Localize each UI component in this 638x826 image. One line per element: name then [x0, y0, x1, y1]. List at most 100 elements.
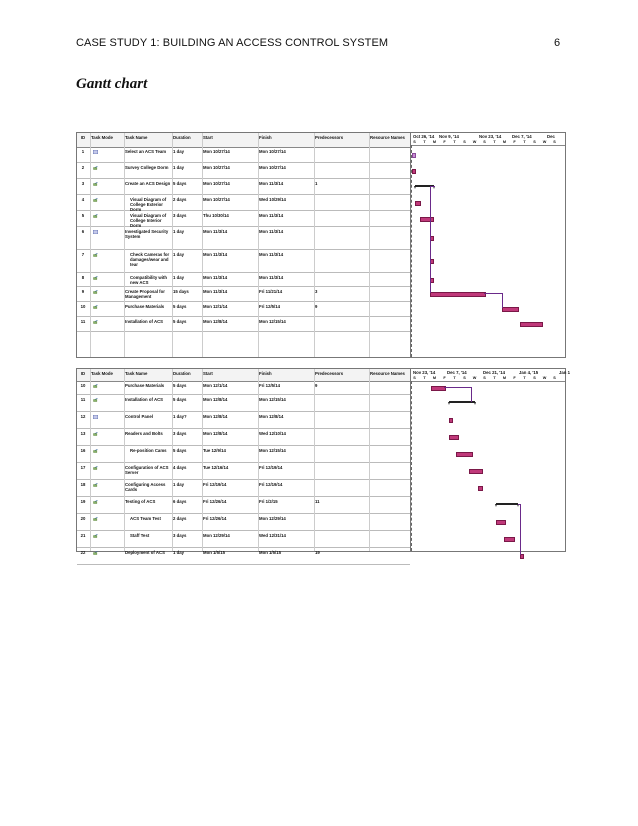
task-predecessors: 11: [315, 499, 320, 504]
task-bar[interactable]: [431, 386, 446, 391]
timeline-day-label: S: [483, 376, 486, 380]
task-bar[interactable]: [415, 201, 421, 206]
timeline-day-label: F: [513, 140, 516, 144]
column-divider: [314, 369, 315, 551]
column-header-start: Start: [203, 135, 213, 140]
timeline-week-label: Nov 23, '14: [479, 134, 502, 139]
task-start: Mon 10/27/14: [203, 149, 230, 154]
timeline-day-label: F: [513, 376, 516, 380]
timeline-day-label: M: [432, 140, 437, 144]
table-row: 9 Create Proposal for Management 15 days Mo…: [77, 287, 410, 302]
task-predecessors: 1: [315, 181, 318, 186]
task-duration: 15 days: [173, 289, 189, 294]
task-id: 19: [80, 499, 86, 504]
task-bar[interactable]: [520, 322, 543, 327]
task-start: Mon 12/8/14: [203, 319, 228, 324]
task-bar[interactable]: [430, 292, 486, 297]
task-name: Compatibility with new ACS: [130, 275, 167, 286]
task-bar[interactable]: [449, 435, 459, 440]
task-predecessors: [315, 480, 369, 482]
task-bar[interactable]: [469, 469, 483, 474]
task-id: 3: [81, 181, 85, 186]
task-bar[interactable]: [520, 554, 524, 559]
task-start: Mon 10/27/14: [203, 197, 230, 202]
timeline-week-label: Jan 4, '15: [519, 370, 539, 375]
table-row: 20 ACS Team Test 2 days Fri 12/26/14 Mon 12/…: [77, 514, 410, 531]
task-finish: Fri 12/19/14: [259, 465, 283, 470]
task-bar[interactable]: [502, 307, 519, 312]
timeline-weeks: Oct 26, '14 Nov 9, '14 Nov 23, '14 Dec 7, '…: [411, 133, 565, 139]
column-divider: [90, 133, 91, 357]
task-predecessors: [315, 211, 369, 213]
task-id: 20: [80, 516, 86, 521]
task-predecessors: [315, 514, 369, 516]
task-bar[interactable]: [412, 153, 416, 158]
task-bar[interactable]: [496, 520, 506, 525]
table-row: 21 Staff Test 3 days Mon 12/29/14 Wed 12/31/…: [77, 531, 410, 548]
task-id: 8: [81, 275, 85, 280]
timeline-week-label: Dec 7, '14: [512, 134, 532, 139]
task-start: Thu 10/30/14: [203, 213, 229, 218]
task-start: Mon 1/5/15: [203, 550, 225, 555]
task-duration: 5 days: [173, 448, 187, 453]
task-id: 5: [81, 213, 85, 218]
timeline-day-label: T: [423, 140, 426, 144]
timeline-day-label: S: [463, 376, 466, 380]
task-id: 4: [81, 197, 85, 202]
column-header-resources: Resource Names: [370, 135, 405, 140]
timeline-week-label: Nov 23, '14: [413, 370, 436, 375]
table-row: 22 Deployment of ACS 1 day Mon 1/5/15 Mon 1/…: [77, 548, 410, 565]
task-duration: 1 day: [173, 482, 184, 487]
column-header-name: Task Name: [125, 135, 148, 140]
timeline-day-label: S: [463, 140, 466, 144]
pin-icon: [93, 150, 98, 154]
auto-task-icon: [93, 534, 98, 538]
task-bar[interactable]: [412, 169, 416, 174]
table-row: 8 Compatibility with new ACS 1 day Mon 11/3…: [77, 273, 410, 287]
table-row: 3 Create an ACS Design 5 days Mon 10/27/14 M…: [77, 179, 410, 195]
table-row: 5 Visual Diagram of College Interior Dorm…: [77, 211, 410, 229]
task-bar[interactable]: [449, 418, 453, 423]
table-row: 13 Readers and Bolts 3 days Mon 12/8/14 Wed …: [77, 429, 410, 446]
dependency-link: [444, 387, 472, 402]
task-name: Purchase Materials: [125, 383, 165, 388]
task-id: 1: [81, 149, 85, 154]
task-bar[interactable]: [478, 486, 483, 491]
task-duration: 5 days: [173, 397, 187, 402]
task-name: Investigated Security System: [125, 229, 169, 240]
task-duration: 1 day: [173, 165, 184, 170]
summary-bar[interactable]: [414, 185, 435, 189]
task-name: Re-position Cams: [130, 448, 167, 453]
task-name: Visual Diagram of College Interior Dorm: [130, 213, 167, 229]
task-start: Mon 11/3/14: [203, 229, 228, 234]
chart-divider: [410, 133, 411, 357]
task-id: 21: [80, 533, 86, 538]
task-bar[interactable]: [420, 217, 434, 222]
task-name: Staff Test: [130, 533, 150, 538]
task-bar[interactable]: [456, 452, 473, 457]
task-name: Installation of ACS: [125, 319, 164, 324]
dependency-link: [430, 186, 435, 293]
task-start: Mon 11/3/14: [203, 289, 228, 294]
column-divider: [90, 369, 91, 551]
timeline-day-label: T: [423, 376, 426, 380]
summary-bar[interactable]: [448, 401, 476, 405]
column-divider: [314, 133, 315, 357]
task-bar[interactable]: [504, 537, 515, 542]
auto-task-icon: [93, 214, 98, 218]
table-header-row: ID Task Mode Task Name Duration Start Finish P…: [77, 369, 410, 382]
task-predecessors: [315, 195, 369, 197]
task-id: 6: [81, 229, 85, 234]
column-header-predecessors: Predecessors: [315, 371, 344, 376]
timeline-day-label: M: [502, 140, 507, 144]
summary-bar[interactable]: [495, 503, 519, 507]
timeline-week-label: Nov 9, '14: [439, 134, 459, 139]
auto-task-icon: [93, 198, 98, 202]
task-finish: Mon 12/8/14: [259, 414, 284, 419]
dependency-link: [484, 293, 503, 308]
task-finish: Mon 11/3/14: [259, 181, 284, 186]
gantt-table-1: ID Task Mode Task Name Duration Start Finish P…: [76, 132, 566, 358]
task-name: Testing of ACS: [125, 499, 156, 504]
task-name: ACS Team Test: [130, 516, 161, 521]
